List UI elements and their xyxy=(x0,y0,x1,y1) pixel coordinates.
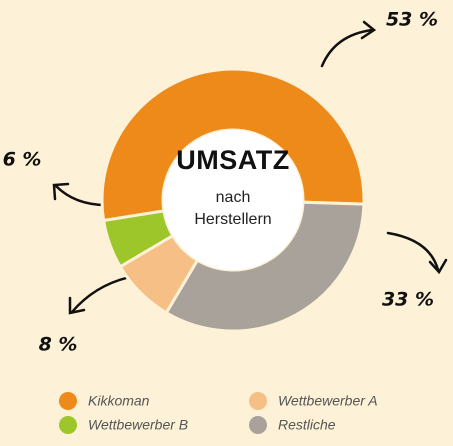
legend-label: Restliche xyxy=(278,417,336,433)
legend-label: Kikkoman xyxy=(88,393,150,409)
value-label: 6 % xyxy=(3,149,42,171)
page: 53 % 33 % 8 % 6 % Kikkoman Restliche Wettbewer… xyxy=(0,0,453,446)
legend-swatch xyxy=(249,416,267,434)
legend-label: Wettbewerber A xyxy=(278,393,378,409)
legend-label: Wettbewerber B xyxy=(88,417,188,433)
arrow xyxy=(72,277,130,312)
center-subtitle: nach Herstellern xyxy=(183,187,283,231)
legend-swatch xyxy=(249,392,267,410)
center-title: UMSATZ xyxy=(163,145,303,176)
legend-swatch xyxy=(59,416,77,434)
legend-swatch xyxy=(59,392,77,410)
arrow xyxy=(56,186,106,205)
value-label: 8 % xyxy=(39,334,78,356)
value-label: 53 % xyxy=(386,9,438,31)
arrow xyxy=(388,233,438,270)
value-label: 33 % xyxy=(382,289,434,311)
